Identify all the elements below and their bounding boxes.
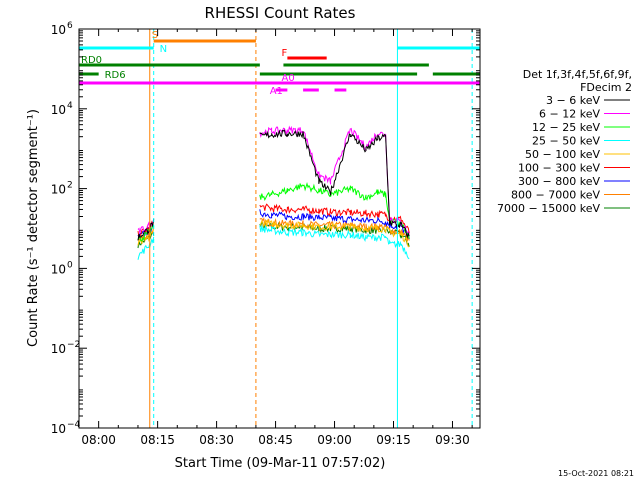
count-rate-traces bbox=[137, 125, 410, 260]
x-axis-label: Start Time (09-Mar-11 07:57:02) bbox=[175, 456, 386, 471]
trace-1-segment-1 bbox=[137, 218, 155, 241]
state-label-s: S bbox=[152, 30, 158, 41]
legend-entry-label-1: 3 − 6 keV bbox=[546, 94, 600, 107]
y-axis-label: Count Rate (s⁻¹ detector segment⁻¹) bbox=[26, 109, 41, 347]
legend-title-line-2: FDecim 2 bbox=[580, 81, 632, 94]
legend-entry-label-3: 12 − 25 keV bbox=[532, 121, 600, 134]
legend-title-line-1: Det 1f,3f,4f,5f,6f,9f, bbox=[523, 68, 632, 81]
y-tick-label-4: 10 bbox=[51, 183, 66, 197]
trace-8-segment-2 bbox=[259, 217, 410, 242]
legend-entry-label-5: 50 − 100 keV bbox=[525, 148, 600, 161]
y-tick-exponent-5: 4 bbox=[67, 101, 73, 111]
state-label-f: F bbox=[282, 48, 288, 59]
y-tick-label-3: 10 bbox=[51, 262, 66, 276]
y-tick-label-2: 10 bbox=[51, 342, 66, 356]
y-tick-label-5: 10 bbox=[51, 103, 66, 117]
x-tick-label-1: 08:00 bbox=[81, 433, 116, 447]
y-tick-label-6: 10 bbox=[51, 23, 66, 37]
trace-7-segment-2 bbox=[259, 209, 410, 239]
trace-4-segment-2 bbox=[259, 224, 410, 260]
legend-entry-label-8: 800 − 7000 keV bbox=[511, 189, 600, 202]
state-label-a0: A0 bbox=[282, 73, 295, 84]
x-tick-label-6: 09:15 bbox=[376, 433, 411, 447]
x-tick-label-7: 09:30 bbox=[435, 433, 470, 447]
y-tick-exponent-1: −4 bbox=[67, 420, 81, 430]
legend-entry-label-6: 100 − 300 keV bbox=[518, 162, 600, 175]
trace-3-segment-2 bbox=[259, 181, 410, 239]
legend-entry-label-4: 25 − 50 keV bbox=[532, 135, 600, 148]
legend-entry-label-7: 300 − 800 keV bbox=[518, 175, 600, 188]
chart-title: RHESSI Count Rates bbox=[205, 4, 356, 22]
y-tick-label-1: 10 bbox=[51, 422, 66, 436]
legend-entry-label-2: 6 − 12 keV bbox=[539, 108, 600, 121]
trace-6-segment-2 bbox=[259, 203, 410, 234]
y-tick-exponent-2: −2 bbox=[67, 340, 80, 350]
state-label-rd0: RD0 bbox=[81, 55, 102, 66]
footer-timestamp: 15-Oct-2021 08:21 bbox=[558, 469, 634, 478]
state-label-a1: A1 bbox=[270, 86, 283, 97]
state-label-n: N bbox=[160, 44, 167, 55]
y-tick-exponent-3: 0 bbox=[67, 260, 73, 270]
plot-frame bbox=[78, 28, 481, 429]
state-label-rd6: RD6 bbox=[105, 70, 126, 81]
legend: Det 1f,3f,4f,5f,6f,9f, FDecim 2 3 − 6 ke… bbox=[497, 68, 632, 215]
x-tick-label-2: 08:15 bbox=[140, 433, 175, 447]
trace-4-segment-1 bbox=[137, 236, 155, 260]
x-tick-label-5: 09:00 bbox=[317, 433, 352, 447]
y-tick-exponent-6: 6 bbox=[67, 21, 73, 31]
x-tick-label-4: 08:45 bbox=[258, 433, 293, 447]
trace-1-segment-2 bbox=[259, 129, 410, 239]
legend-entry-label-9: 7000 − 15000 keV bbox=[497, 202, 600, 215]
x-tick-label-3: 08:30 bbox=[199, 433, 234, 447]
trace-3-segment-1 bbox=[137, 223, 155, 242]
trace-5-segment-2 bbox=[259, 218, 410, 248]
y-tick-exponent-4: 2 bbox=[67, 181, 73, 191]
